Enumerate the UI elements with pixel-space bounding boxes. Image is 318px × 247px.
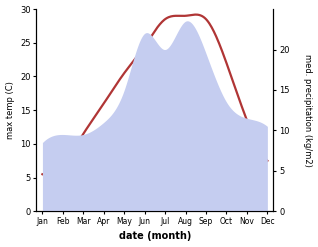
Y-axis label: max temp (C): max temp (C) [5,81,15,139]
Y-axis label: med. precipitation (kg/m2): med. precipitation (kg/m2) [303,54,313,167]
X-axis label: date (month): date (month) [119,231,191,242]
